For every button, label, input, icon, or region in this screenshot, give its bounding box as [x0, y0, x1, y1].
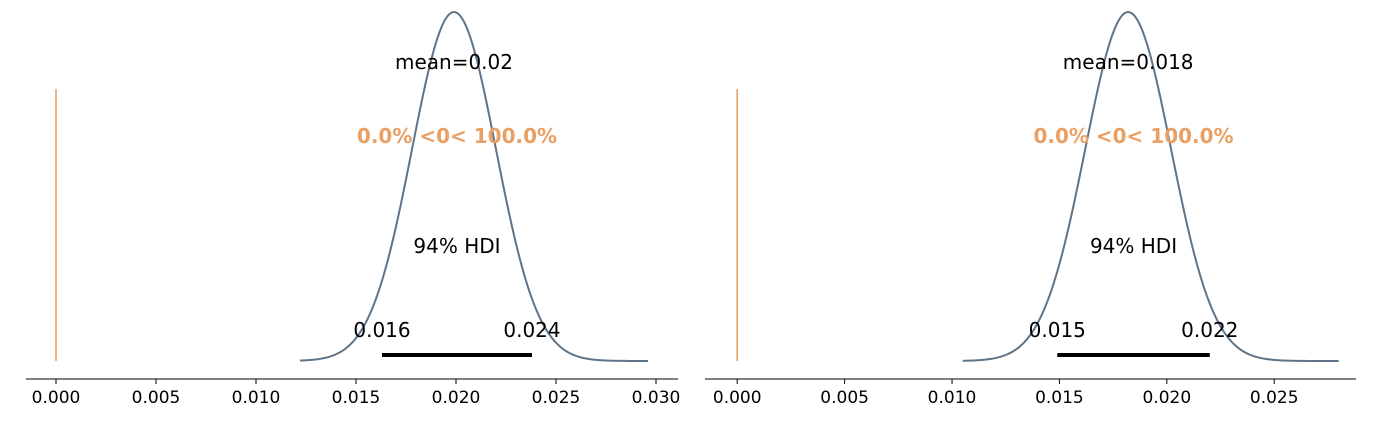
- hdi-high-label: 0.024: [503, 318, 560, 342]
- x-tick-label: 0.005: [132, 388, 181, 408]
- mean-label: mean=0.018: [1063, 50, 1194, 74]
- x-tick-label: 0.005: [820, 388, 869, 408]
- mean-label: mean=0.02: [395, 50, 513, 74]
- reference-probability-label: 0.0% <0< 100.0%: [357, 124, 557, 148]
- hdi-high-label: 0.022: [1181, 318, 1238, 342]
- hdi-low-label: 0.015: [1029, 318, 1086, 342]
- density-curve: [299, 11, 648, 362]
- x-tick-label: 0.000: [713, 388, 762, 408]
- hdi-label: 94% HDI: [1090, 234, 1177, 258]
- x-tick-label: 0.000: [32, 388, 81, 408]
- x-tick-label: 0.015: [332, 388, 381, 408]
- x-tick-label: 0.025: [532, 388, 581, 408]
- hdi-label: 94% HDI: [413, 234, 500, 258]
- x-tick-label: 0.010: [232, 388, 281, 408]
- x-tick-label: 0.030: [632, 388, 681, 408]
- x-tick-label: 0.015: [1035, 388, 1084, 408]
- x-tick-label: 0.025: [1250, 388, 1299, 408]
- hdi-low-label: 0.016: [353, 318, 410, 342]
- x-tick-label: 0.020: [432, 388, 481, 408]
- reference-probability-label: 0.0% <0< 100.0%: [1033, 124, 1233, 148]
- x-tick-label: 0.010: [928, 388, 977, 408]
- density-curve: [962, 10, 1339, 362]
- x-tick-label: 0.020: [1142, 388, 1191, 408]
